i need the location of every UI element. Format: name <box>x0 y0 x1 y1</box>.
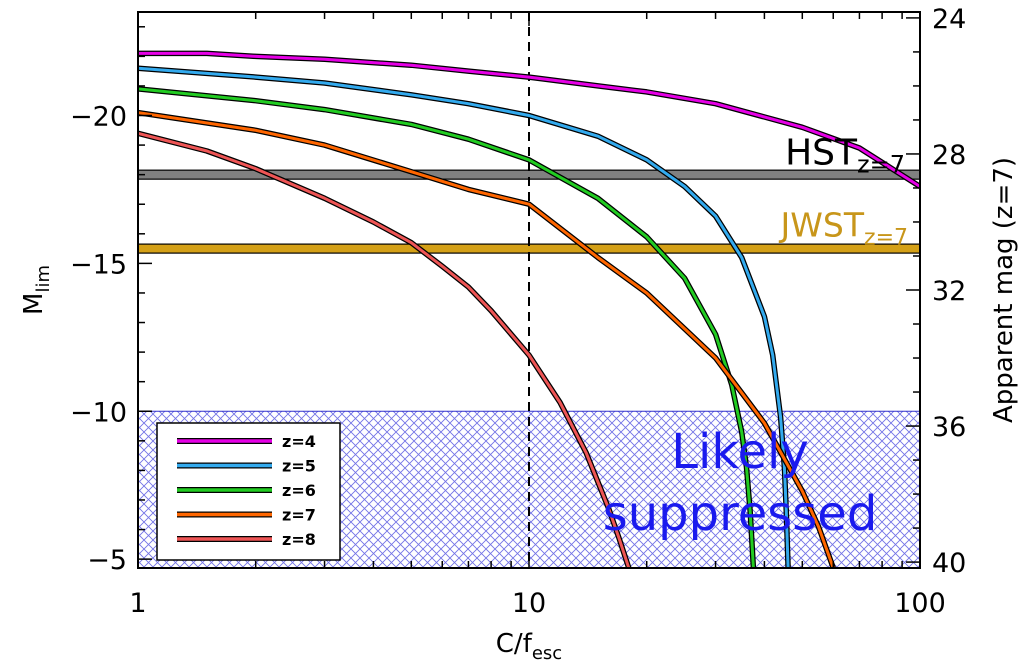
hst-label-main: HST <box>785 133 858 174</box>
suppressed-label-line2: suppressed <box>603 486 878 542</box>
y2-tick-label: 36 <box>932 412 966 443</box>
y2-tick-label: 28 <box>932 140 966 171</box>
legend-label-z5: z=5 <box>282 457 316 476</box>
tick-labels: 1 10 100 −20 −15 −10 −5 24 28 32 36 40 <box>70 4 966 619</box>
series-z7-line <box>138 111 835 568</box>
series-z5-line <box>138 66 790 568</box>
y-tick-label: −15 <box>70 249 127 280</box>
series-z6-line <box>138 87 755 568</box>
y-tick-label: −10 <box>70 397 127 428</box>
hst-label: HSTz=7 <box>785 133 905 179</box>
y-tick-label: −5 <box>87 545 127 576</box>
tick-marks <box>137 12 921 568</box>
x-axis-title-main: C/f <box>496 629 533 659</box>
legend: z=4 z=5 z=6 z=7 z=8 <box>156 422 341 561</box>
series-z8-line <box>138 131 631 568</box>
x-tick-label: 1 <box>129 588 146 619</box>
y2-axis-title: Apparent mag (z=7) <box>989 157 1019 423</box>
legend-label-z8: z=8 <box>282 530 316 549</box>
y-axis-title-main: M <box>19 293 49 315</box>
x-tick-label: 10 <box>512 588 546 619</box>
y2-tick-label: 40 <box>932 548 966 579</box>
legend-label-z4: z=4 <box>282 432 316 451</box>
legend-label-z7: z=7 <box>282 506 316 525</box>
x-axis-title-sub: esc <box>532 643 562 664</box>
jwst-label: JWSTz=7 <box>779 206 908 251</box>
y2-tick-label: 24 <box>932 4 966 35</box>
legend-label-z6: z=6 <box>282 481 316 500</box>
series-layer <box>138 50 920 568</box>
suppressed-label-line1: Likely <box>671 424 808 480</box>
x-tick-label: 100 <box>894 588 946 619</box>
jwst-label-main: JWST <box>779 206 865 245</box>
y-axis-title-sub: lim <box>33 265 54 293</box>
x-axis-title: C/fesc <box>496 629 562 664</box>
y-axis-title: Mlim <box>19 265 54 315</box>
hst-label-sub: z=7 <box>857 151 905 179</box>
y-tick-label: −20 <box>70 102 127 133</box>
series-z4-line <box>138 51 920 188</box>
y2-tick-label: 32 <box>932 276 966 307</box>
jwst-label-sub: z=7 <box>864 226 908 251</box>
